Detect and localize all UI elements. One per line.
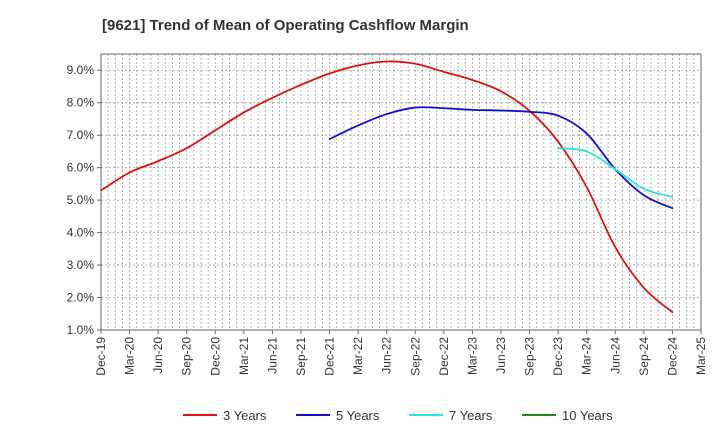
legend-label: 5 Years <box>336 408 380 423</box>
x-tick-label: Dec-23 <box>551 337 565 376</box>
x-axis-ticks: Dec-19 Mar-20 Jun-20 Sep-20 Dec-20 Mar-21 Jun-… <box>94 330 708 376</box>
legend-label: 3 Years <box>223 408 267 423</box>
y-tick-label: 8.0% <box>67 96 95 110</box>
x-tick-label: Dec-22 <box>437 337 451 376</box>
y-tick-label: 5.0% <box>67 193 95 207</box>
series-lines <box>100 60 674 314</box>
x-tick-label: Sep-20 <box>180 337 194 376</box>
x-tick-label: Sep-21 <box>294 337 308 376</box>
chart-title: [9621] Trend of Mean of Operating Cashfl… <box>102 17 469 34</box>
x-tick-label: Dec-24 <box>665 337 679 376</box>
x-tick-label: Dec-21 <box>323 337 337 376</box>
y-tick-label: 6.0% <box>67 161 95 175</box>
y-tick-label: 2.0% <box>67 291 95 305</box>
x-tick-label: Mar-25 <box>694 337 708 375</box>
x-tick-label: Dec-19 <box>94 337 108 376</box>
x-tick-label: Sep-23 <box>523 337 537 376</box>
x-tick-label: Sep-22 <box>408 337 422 376</box>
x-tick-label: Sep-24 <box>637 337 651 376</box>
x-tick-label: Jun-24 <box>608 337 622 374</box>
x-tick-label: Jun-23 <box>494 337 508 374</box>
series-line-7-years <box>557 147 674 198</box>
y-tick-label: 3.0% <box>67 258 95 272</box>
x-tick-label: Mar-22 <box>351 337 365 375</box>
legend-label: 7 Years <box>449 408 493 423</box>
legend: 3 Years 5 Years 7 Years 10 Years <box>183 408 613 423</box>
x-tick-label: Dec-20 <box>208 337 222 376</box>
y-tick-label: 9.0% <box>67 63 95 77</box>
x-tick-label: Jun-22 <box>380 337 394 374</box>
x-tick-label: Jun-20 <box>151 337 165 374</box>
series-line-3-years <box>100 60 674 314</box>
plot-frame <box>100 53 702 331</box>
y-tick-label: 7.0% <box>67 128 95 142</box>
x-tick-label: Mar-21 <box>237 337 251 375</box>
y-tick-label: 4.0% <box>67 226 95 240</box>
x-tick-label: Mar-23 <box>465 337 479 375</box>
x-tick-label: Mar-24 <box>580 337 594 375</box>
y-axis-ticks: 1.0% 2.0% 3.0% 4.0% 5.0% 6.0% 7.0% 8.0% 9.0% <box>67 63 101 337</box>
x-tick-label: Jun-21 <box>265 337 279 374</box>
legend-label: 10 Years <box>562 408 613 423</box>
y-tick-label: 1.0% <box>67 323 95 337</box>
grid <box>100 54 702 331</box>
x-tick-label: Mar-20 <box>123 337 137 375</box>
